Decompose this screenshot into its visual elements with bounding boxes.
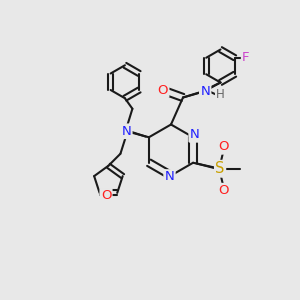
Text: N: N <box>190 128 200 141</box>
Text: N: N <box>165 170 174 184</box>
Text: O: O <box>158 83 168 97</box>
Text: F: F <box>242 51 250 64</box>
Text: H: H <box>216 88 225 101</box>
Text: S: S <box>215 161 225 176</box>
Text: O: O <box>218 140 228 153</box>
Text: N: N <box>200 85 210 98</box>
Text: N: N <box>122 125 131 138</box>
Text: O: O <box>101 189 111 203</box>
Text: O: O <box>218 184 228 197</box>
